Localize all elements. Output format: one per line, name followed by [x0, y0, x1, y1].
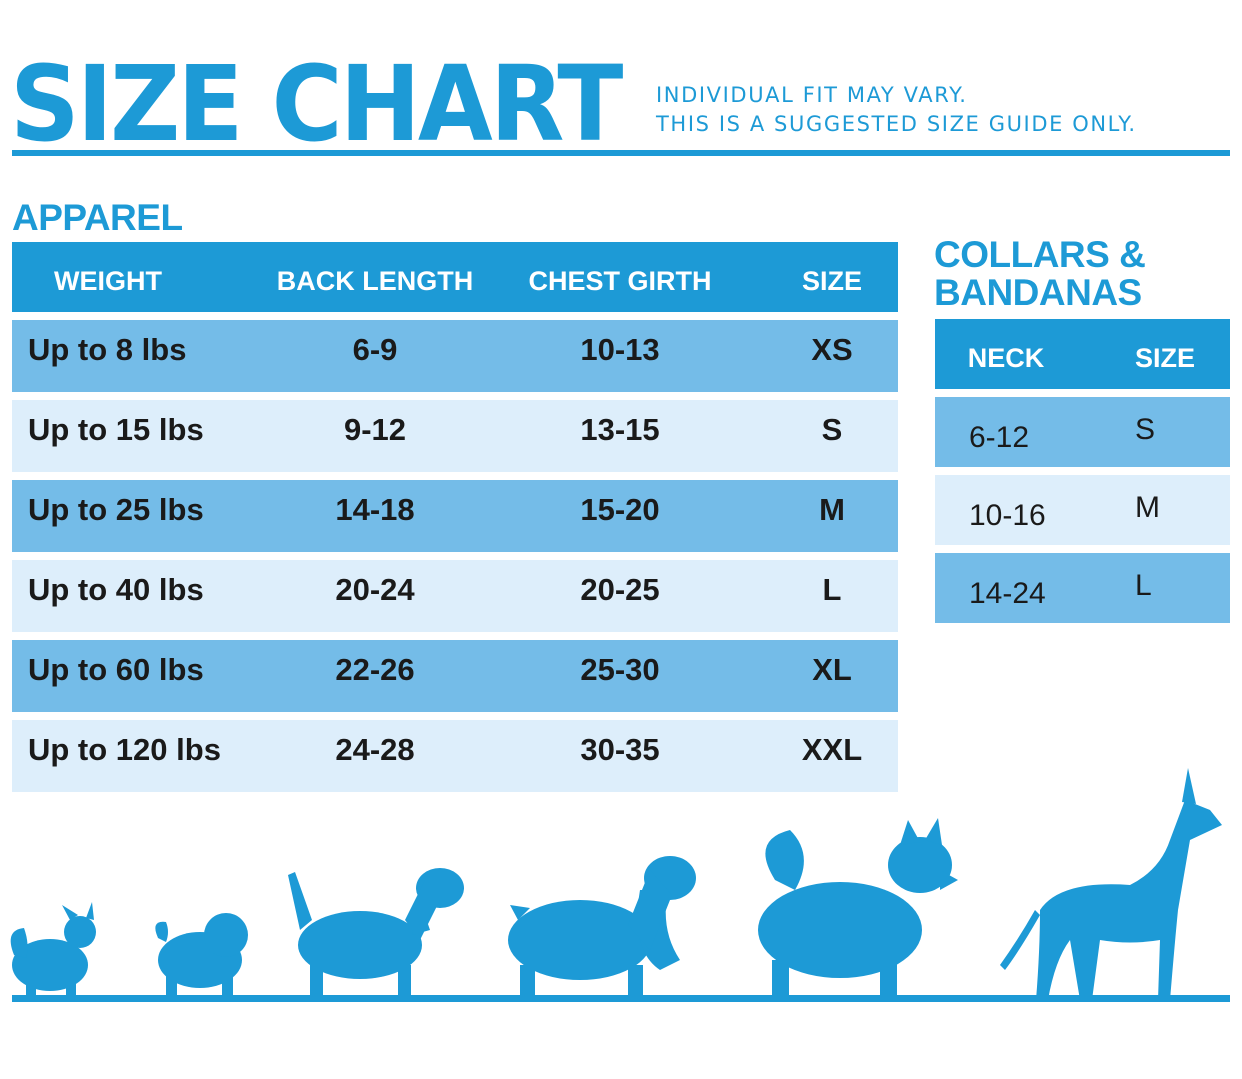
- table-row: Up to 120 lbs 24-28 30-35 XXL: [12, 720, 898, 792]
- chest-girth-cell: 25-30: [580, 652, 660, 687]
- neck-cell: 14-24: [969, 577, 1046, 610]
- collar-size-column-header: SIZE: [1134, 343, 1196, 373]
- back-length-cell: 6-9: [352, 332, 398, 367]
- beagle-silhouette-icon: [288, 868, 464, 1000]
- size-cell: XL: [812, 652, 852, 687]
- table-row: Up to 40 lbs 20-24 20-25 L: [12, 560, 898, 632]
- apparel-table-header: WEIGHT BACK LENGTH CHEST GIRTH SIZE: [12, 242, 898, 312]
- weight-cell: Up to 40 lbs: [28, 572, 204, 607]
- table-row: Up to 8 lbs 6-9 10-13 XS: [12, 320, 898, 392]
- disclaimer-line-1: INDIVIDUAL FIT MAY VARY.: [656, 83, 968, 107]
- collars-table: NECK SIZE 6-12 S 10-16 M 14-24 L: [935, 319, 1230, 623]
- chest-girth-cell: 30-35: [580, 732, 660, 767]
- weight-cell: Up to 120 lbs: [28, 732, 221, 767]
- table-row: Up to 15 lbs 9-12 13-15 S: [12, 400, 898, 472]
- collars-bandanas-heading: COLLARS & BANDANAS: [934, 234, 1146, 313]
- ground-line: [12, 995, 1230, 1002]
- chest-girth-cell: 10-13: [580, 332, 660, 367]
- title-underline: [12, 150, 1230, 156]
- back-length-cell: 14-18: [335, 492, 415, 527]
- size-cell: XS: [811, 332, 853, 367]
- apparel-table: WEIGHT BACK LENGTH CHEST GIRTH SIZE Up t…: [12, 242, 898, 792]
- husky-silhouette-icon: [758, 818, 958, 1000]
- size-cell: M: [819, 492, 845, 527]
- neck-cell: 10-16: [969, 499, 1046, 532]
- chest-girth-cell: 13-15: [580, 412, 660, 447]
- chihuahua-silhouette-icon: [10, 902, 96, 1000]
- chest-girth-cell: 15-20: [580, 492, 660, 527]
- back-length-cell: 20-24: [335, 572, 415, 607]
- collar-size-cell: M: [1135, 491, 1160, 524]
- size-cell: S: [821, 412, 843, 447]
- table-row: 6-12 S: [935, 397, 1230, 467]
- pug-silhouette-icon: [155, 913, 248, 1000]
- back-length-cell: 22-26: [335, 652, 415, 687]
- size-cell: XXL: [801, 732, 863, 767]
- weight-cell: Up to 8 lbs: [28, 332, 187, 367]
- table-row: 10-16 M: [935, 475, 1230, 545]
- neck-cell: 6-12: [969, 421, 1030, 454]
- disclaimer: INDIVIDUAL FIT MAY VARY. THIS IS A SUGGE…: [656, 81, 1137, 139]
- chest-girth-cell: 20-25: [580, 572, 660, 607]
- collars-heading-line-2: BANDANAS: [934, 272, 1142, 313]
- apparel-heading: APPAREL: [12, 197, 183, 238]
- back-length-column-header: BACK LENGTH: [276, 266, 474, 296]
- table-row: Up to 25 lbs 14-18 15-20 M: [12, 480, 898, 552]
- collar-size-cell: S: [1135, 413, 1156, 446]
- weight-cell: Up to 15 lbs: [28, 412, 204, 447]
- weight-cell: Up to 60 lbs: [28, 652, 204, 687]
- collar-size-cell: L: [1135, 569, 1152, 602]
- table-row: Up to 60 lbs 22-26 25-30 XL: [12, 640, 898, 712]
- size-column-header: SIZE: [801, 266, 863, 296]
- great-dane-silhouette-icon: [1000, 768, 1222, 1000]
- neck-column-header: NECK: [967, 343, 1045, 373]
- spaniel-silhouette-icon: [508, 856, 696, 1000]
- weight-cell: Up to 25 lbs: [28, 492, 204, 527]
- collars-heading-line-1: COLLARS &: [934, 234, 1146, 275]
- disclaimer-line-2: THIS IS A SUGGESTED SIZE GUIDE ONLY.: [656, 112, 1137, 136]
- dog-silhouettes: [10, 768, 1230, 1002]
- weight-column-header: WEIGHT: [54, 266, 162, 296]
- table-row: 14-24 L: [935, 553, 1230, 623]
- collars-table-header: NECK SIZE: [935, 319, 1230, 389]
- back-length-cell: 9-12: [343, 412, 407, 447]
- chest-girth-column-header: CHEST GIRTH: [528, 266, 712, 296]
- page-title: SIZE CHART: [10, 43, 623, 165]
- back-length-cell: 24-28: [335, 732, 415, 767]
- size-cell: L: [822, 572, 842, 607]
